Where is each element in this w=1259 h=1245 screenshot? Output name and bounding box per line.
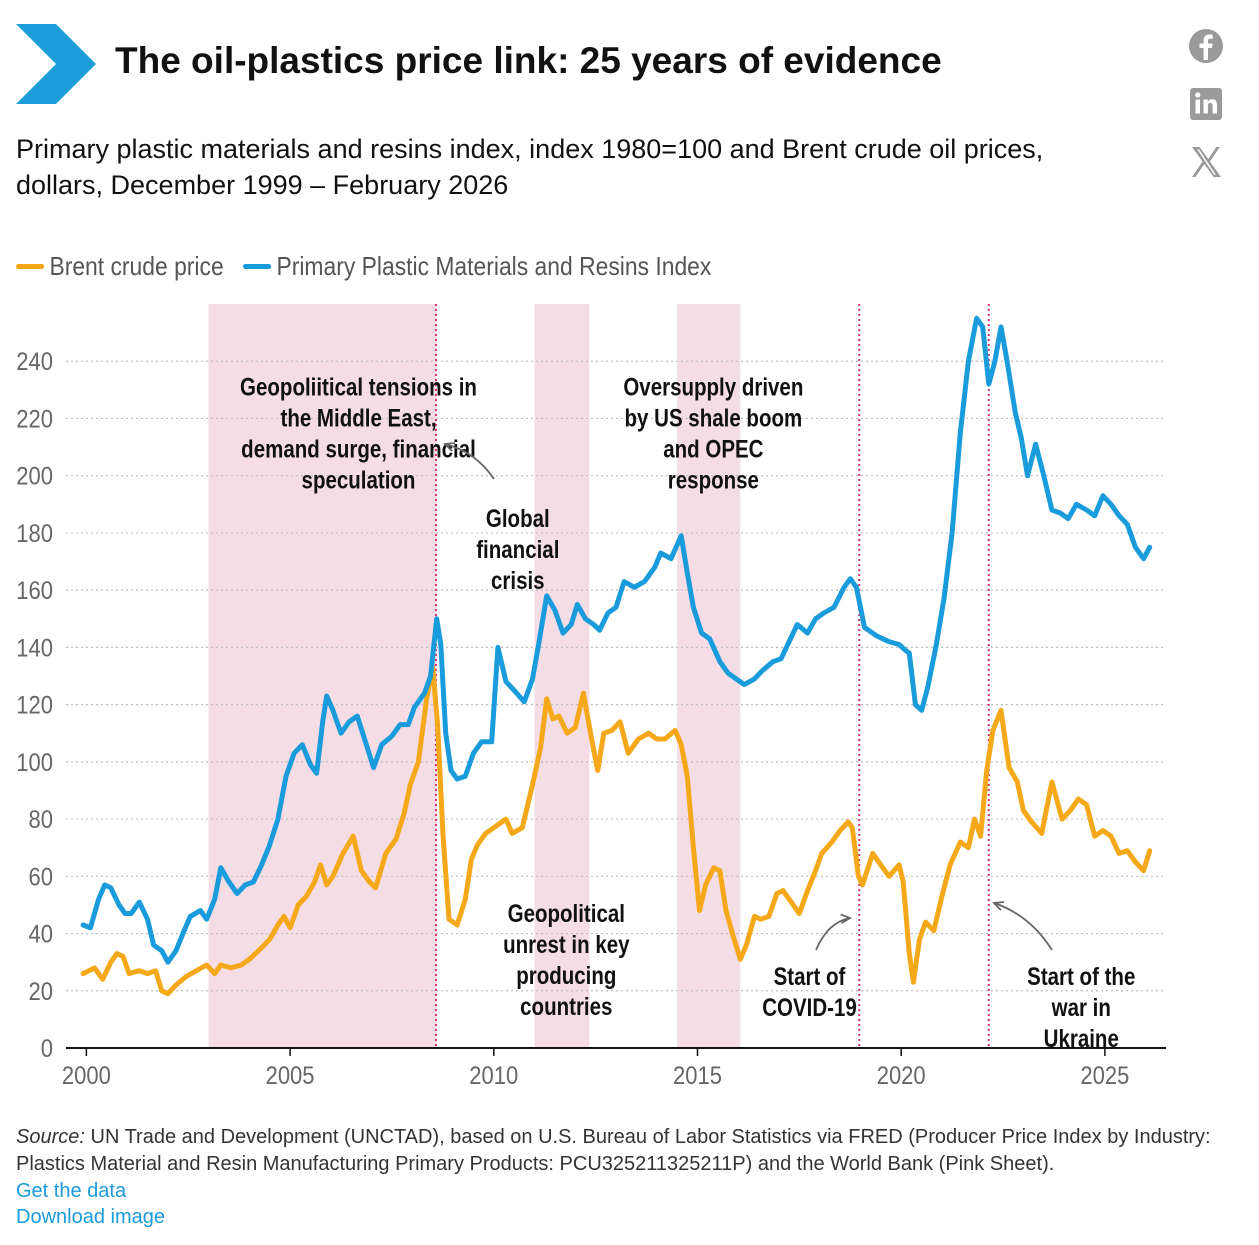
annotation-line: demand surge, financial [241, 435, 476, 463]
annotation-arrow [444, 443, 495, 480]
annotation-line: the Middle East, [280, 404, 436, 432]
legend-swatch-plastics [243, 263, 272, 269]
annotation-line: COVID-19 [762, 993, 857, 1021]
y-tick-label: 40 [29, 920, 53, 948]
download-image-link[interactable]: Download image [16, 1206, 165, 1228]
annotation-line: response [668, 466, 759, 494]
annotation-line: by US shale boom [625, 404, 803, 432]
chart-title: The oil-plastics price link: 25 years of… [115, 40, 942, 81]
y-tick-label: 120 [16, 691, 53, 719]
annotation-label: Start of COVID-19 [762, 962, 857, 1021]
annotation-label: Geopoliitical tensions in the Middle East… [240, 373, 477, 494]
x-tick-label: 2000 [62, 1062, 111, 1090]
annotation-line: financial [476, 535, 559, 563]
legend-swatch-brent [16, 263, 45, 269]
y-tick-label: 60 [29, 863, 53, 891]
x-tick-label: 2025 [1080, 1062, 1129, 1090]
y-tick-label: 240 [16, 348, 53, 376]
annotation-line: Start of [774, 962, 846, 990]
get-data-link[interactable]: Get the data [16, 1180, 127, 1202]
annotation-line: crisis [491, 566, 545, 594]
arrow-head [840, 913, 853, 924]
annotation-line: unrest in key [503, 930, 630, 958]
y-tick-label: 80 [29, 806, 53, 834]
source-note: Source: UN Trade and Development (UNCTAD… [16, 1124, 1246, 1178]
brand-chevron-logo [16, 24, 96, 104]
y-tick-label: 0 [41, 1035, 53, 1063]
source-text: UN Trade and Development (UNCTAD), based… [16, 1126, 1211, 1175]
y-tick-label: 200 [16, 462, 53, 490]
chart-subtitle: Primary plastic materials and resins ind… [16, 134, 1044, 200]
x-tick-label: 2010 [469, 1062, 518, 1090]
y-tick-label: 20 [29, 977, 53, 1005]
x-icon[interactable] [1186, 142, 1226, 182]
annotation-line: Oversupply driven [623, 373, 803, 401]
linkedin-icon[interactable] [1186, 84, 1226, 124]
series-line-plastics [80, 315, 1153, 965]
y-tick-label: 160 [16, 577, 53, 605]
series-line-brent [80, 664, 1153, 997]
legend-label-plastics: Primary Plastic Materials and Resins Ind… [276, 250, 712, 281]
annotation-label: Oversupply driven by US shale boom and OPE… [623, 373, 803, 494]
arrow-head [443, 442, 456, 452]
annotation-label: Global financial crisis [476, 504, 559, 594]
chart-legend: Brent crude price Primary Plastic Materi… [16, 248, 731, 284]
arrow-head [992, 901, 1005, 911]
shaded-period [677, 304, 741, 1048]
annotation-line: countries [520, 992, 612, 1020]
annotation-line: speculation [302, 466, 416, 494]
annotation-label: Start of the war in Ukraine [1027, 962, 1135, 1052]
annotation-arrow [815, 917, 851, 951]
x-tick-label: 2020 [877, 1062, 926, 1090]
legend-item-brent: Brent crude price [16, 251, 224, 282]
annotation-line: war in [1051, 993, 1111, 1021]
annotation-line: Ukraine [1044, 1024, 1119, 1052]
y-tick-label: 220 [16, 405, 53, 433]
annotation-label: Geopolitical unrest in key producing countr… [503, 899, 630, 1020]
annotation-line: Global [486, 504, 550, 532]
y-tick-label: 140 [16, 634, 53, 662]
annotation-arrow [993, 902, 1053, 951]
x-tick-label: 2005 [266, 1062, 315, 1090]
shaded-period [534, 304, 590, 1048]
legend-label-brent: Brent crude price [49, 250, 224, 281]
annotation-line: Geopolitical [508, 899, 625, 927]
annotation-line: and OPEC [663, 435, 763, 463]
annotation-line: producing [516, 961, 616, 989]
shaded-period [208, 304, 437, 1048]
y-tick-label: 180 [16, 520, 53, 548]
x-tick-label: 2015 [673, 1062, 722, 1090]
legend-item-plastics: Primary Plastic Materials and Resins Ind… [243, 251, 711, 282]
y-tick-label: 100 [16, 749, 53, 777]
annotation-line: Start of the [1027, 962, 1135, 990]
source-label: Source: [16, 1126, 85, 1148]
annotation-line: Geopoliitical tensions in [240, 373, 477, 401]
facebook-icon[interactable] [1186, 26, 1226, 66]
